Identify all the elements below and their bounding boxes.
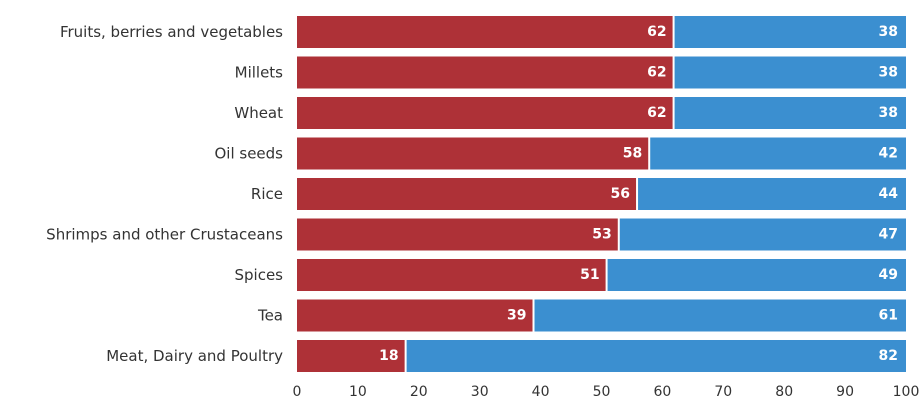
bar-segment-series-1 [297,16,673,48]
bar-segment-series-1 [297,218,618,251]
category-label: Rice [251,185,283,203]
x-tick-label: 60 [653,384,671,400]
bar-segment-series-2 [674,56,906,89]
x-tick-label: 30 [471,384,489,400]
value-label: 62 [647,65,666,81]
x-tick-label: 10 [349,384,367,400]
bar-segment-series-1 [297,137,649,170]
bar-segment-series-1 [297,56,673,89]
value-label: 82 [879,348,898,364]
x-tick-label: 0 [293,384,302,400]
bar-segment-series-2 [638,178,906,210]
value-label: 38 [879,65,898,81]
value-label: 38 [879,24,898,40]
x-tick-label: 20 [410,384,428,400]
category-label: Spices [234,266,283,284]
value-label: 38 [879,105,898,121]
value-label: 56 [611,186,630,202]
bar-segment-series-2 [619,218,906,251]
category-label: Fruits, berries and vegetables [60,23,283,41]
x-tick-label: 40 [532,384,550,400]
category-label: Millets [235,64,284,82]
bar-segment-series-2 [650,137,906,170]
bar-segment-series-1 [297,178,637,210]
value-label: 62 [647,105,666,121]
value-label: 62 [647,24,666,40]
bar-segment-series-2 [406,340,906,372]
value-label: 47 [879,227,898,243]
bar-segment-series-1 [297,259,606,291]
value-label: 44 [879,186,899,202]
value-label: 53 [592,227,611,243]
category-label: Oil seeds [214,145,283,163]
bar-segment-series-1 [297,299,533,332]
category-labels: Fruits, berries and vegetables Millets Whe… [46,23,283,365]
bar-segment-series-2 [674,97,906,129]
value-label: 42 [879,146,898,162]
value-label: 58 [623,146,642,162]
category-label: Wheat [234,104,283,122]
x-tick-label: 90 [836,384,854,400]
x-axis: 0 10 20 30 40 50 60 70 80 90 100 [293,384,920,400]
x-tick-label: 50 [593,384,611,400]
bar-segment-series-2 [534,299,906,332]
value-label: 49 [879,267,898,283]
category-label: Shrimps and other Crustaceans [46,226,283,244]
category-label: Tea [257,307,283,325]
x-tick-label: 70 [714,384,732,400]
category-label: Meat, Dairy and Poultry [106,347,283,365]
x-tick-label: 80 [775,384,793,400]
bars-group: 62 38 62 38 62 38 58 42 56 44 53 47 51 49 39 61 18 82 [297,16,906,372]
x-tick-label: 100 [893,384,920,400]
bar-segment-series-1 [297,340,405,372]
bar-segment-series-2 [674,16,906,48]
value-label: 18 [379,348,398,364]
bar-segment-series-1 [297,97,673,129]
value-label: 51 [580,267,599,283]
value-label: 61 [879,308,898,324]
bar-segment-series-2 [607,259,906,291]
value-label: 39 [507,308,526,324]
